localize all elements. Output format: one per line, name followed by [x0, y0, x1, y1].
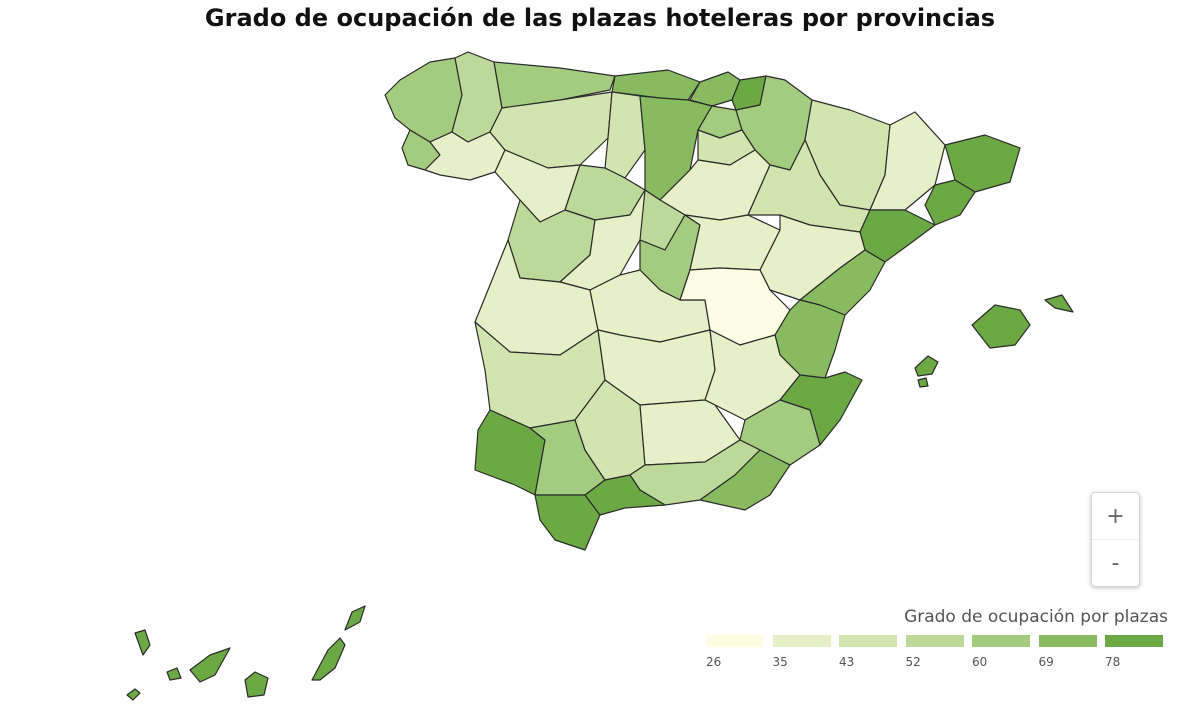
- legend-swatch: [1105, 635, 1163, 647]
- legend-label: 69: [1038, 655, 1054, 669]
- zoom-out-button[interactable]: -: [1111, 550, 1120, 576]
- region-fuerteventura[interactable]: [311, 637, 346, 681]
- region-la-gomera[interactable]: [166, 667, 182, 681]
- legend-label: 35: [772, 655, 788, 669]
- legend-label: 52: [905, 655, 921, 669]
- region-la-palma[interactable]: [134, 629, 151, 656]
- region-almeria[interactable]: [699, 449, 791, 511]
- legend-swatch: [905, 635, 964, 647]
- region-malaga[interactable]: [584, 474, 666, 516]
- region-cadiz[interactable]: [534, 494, 601, 551]
- region-barcelona[interactable]: [924, 179, 976, 226]
- region-ibiza[interactable]: [914, 355, 939, 377]
- region-formentera[interactable]: [917, 377, 929, 388]
- region-menorca[interactable]: [1044, 294, 1074, 313]
- region-gran-canaria[interactable]: [244, 671, 269, 698]
- legend-label: 78: [1105, 655, 1121, 669]
- legend-label: 26: [706, 655, 722, 669]
- legend-label: 43: [839, 655, 855, 669]
- region-a-coruna[interactable]: [384, 57, 463, 143]
- color-legend: 26 35 43 52 60 69 78: [706, 635, 1166, 675]
- legend-title: Grado de ocupación por plazas: [904, 607, 1168, 627]
- legend-swatch: [772, 635, 831, 647]
- zoom-control: + -: [1091, 492, 1140, 587]
- legend-swatch: [706, 635, 764, 647]
- legend-label: 60: [972, 655, 988, 669]
- map-title: Grado de ocupación de las plazas hoteler…: [204, 4, 996, 32]
- legend-swatch: [972, 635, 1030, 647]
- region-palencia[interactable]: [604, 91, 646, 179]
- zoom-divider: [1092, 539, 1139, 540]
- region-el-hierro[interactable]: [126, 688, 141, 701]
- region-lleida[interactable]: [869, 111, 946, 211]
- region-burgos[interactable]: [639, 95, 713, 201]
- region-tenerife[interactable]: [189, 647, 231, 683]
- zoom-in-button[interactable]: +: [1106, 503, 1125, 529]
- region-lanzarote[interactable]: [344, 605, 366, 631]
- region-mallorca[interactable]: [971, 304, 1031, 349]
- legend-swatch: [839, 635, 897, 647]
- legend-swatch: [1038, 635, 1097, 647]
- region-avila[interactable]: [559, 189, 661, 291]
